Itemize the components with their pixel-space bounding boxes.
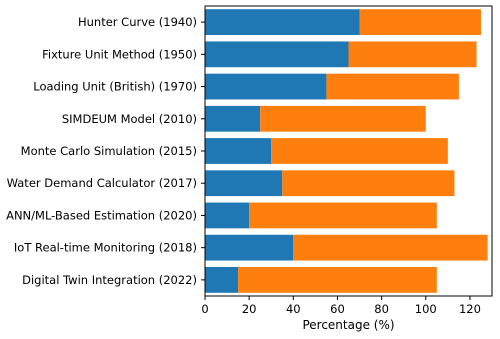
plot-frame — [204, 5, 493, 297]
x-tick-label: 0 — [201, 302, 208, 316]
x-tick-label: 80 — [374, 302, 389, 316]
bar-series2-1 — [359, 9, 481, 36]
bar-series1-7 — [205, 202, 250, 229]
bar-series1-9 — [205, 267, 239, 293]
x-tick-label: 100 — [415, 302, 437, 316]
bar-series2-6 — [282, 170, 455, 197]
y-tick-label: Monte Carlo Simulation (2015) — [21, 144, 197, 158]
y-tick-label: ANN/ML-Based Estimation (2020) — [6, 208, 197, 222]
bar-series1-8 — [205, 234, 294, 261]
y-tick-label: Loading Unit (British) (1970) — [33, 80, 197, 94]
bar-series2-4 — [260, 105, 426, 132]
bar-series2-5 — [271, 138, 448, 164]
bar-series2-3 — [326, 73, 459, 100]
bar-series1-1 — [205, 9, 360, 36]
y-tick-label: Water Demand Calculator (2017) — [7, 176, 197, 190]
bars-layer — [205, 9, 488, 293]
y-tick-label: Hunter Curve (1940) — [78, 15, 197, 29]
bar-series1-3 — [205, 73, 327, 100]
x-tick-label: 60 — [330, 302, 345, 316]
x-axis-title: Percentage (%) — [302, 318, 394, 332]
bar-series2-2 — [348, 41, 477, 68]
axes-layer: Hunter Curve (1940) Fixture Unit Method (… — [6, 5, 493, 316]
bar-series1-2 — [205, 41, 349, 68]
x-tick-label: 40 — [286, 302, 301, 316]
bar-series1-4 — [205, 105, 261, 132]
x-tick-label: 20 — [242, 302, 257, 316]
bar-series2-7 — [249, 202, 437, 229]
bar-series1-6 — [205, 170, 283, 197]
y-tick-label: Fixture Unit Method (1950) — [42, 47, 197, 61]
y-tick-label: SIMDEUM Model (2010) — [62, 112, 197, 126]
bar-series2-8 — [293, 234, 488, 261]
x-tick-label: 120 — [459, 302, 481, 316]
bar-series2-9 — [238, 267, 437, 293]
y-tick-label: Digital Twin Integration (2022) — [22, 273, 197, 287]
bar-series1-5 — [205, 138, 272, 164]
y-tick-label: IoT Real-time Monitoring (2018) — [14, 241, 197, 255]
